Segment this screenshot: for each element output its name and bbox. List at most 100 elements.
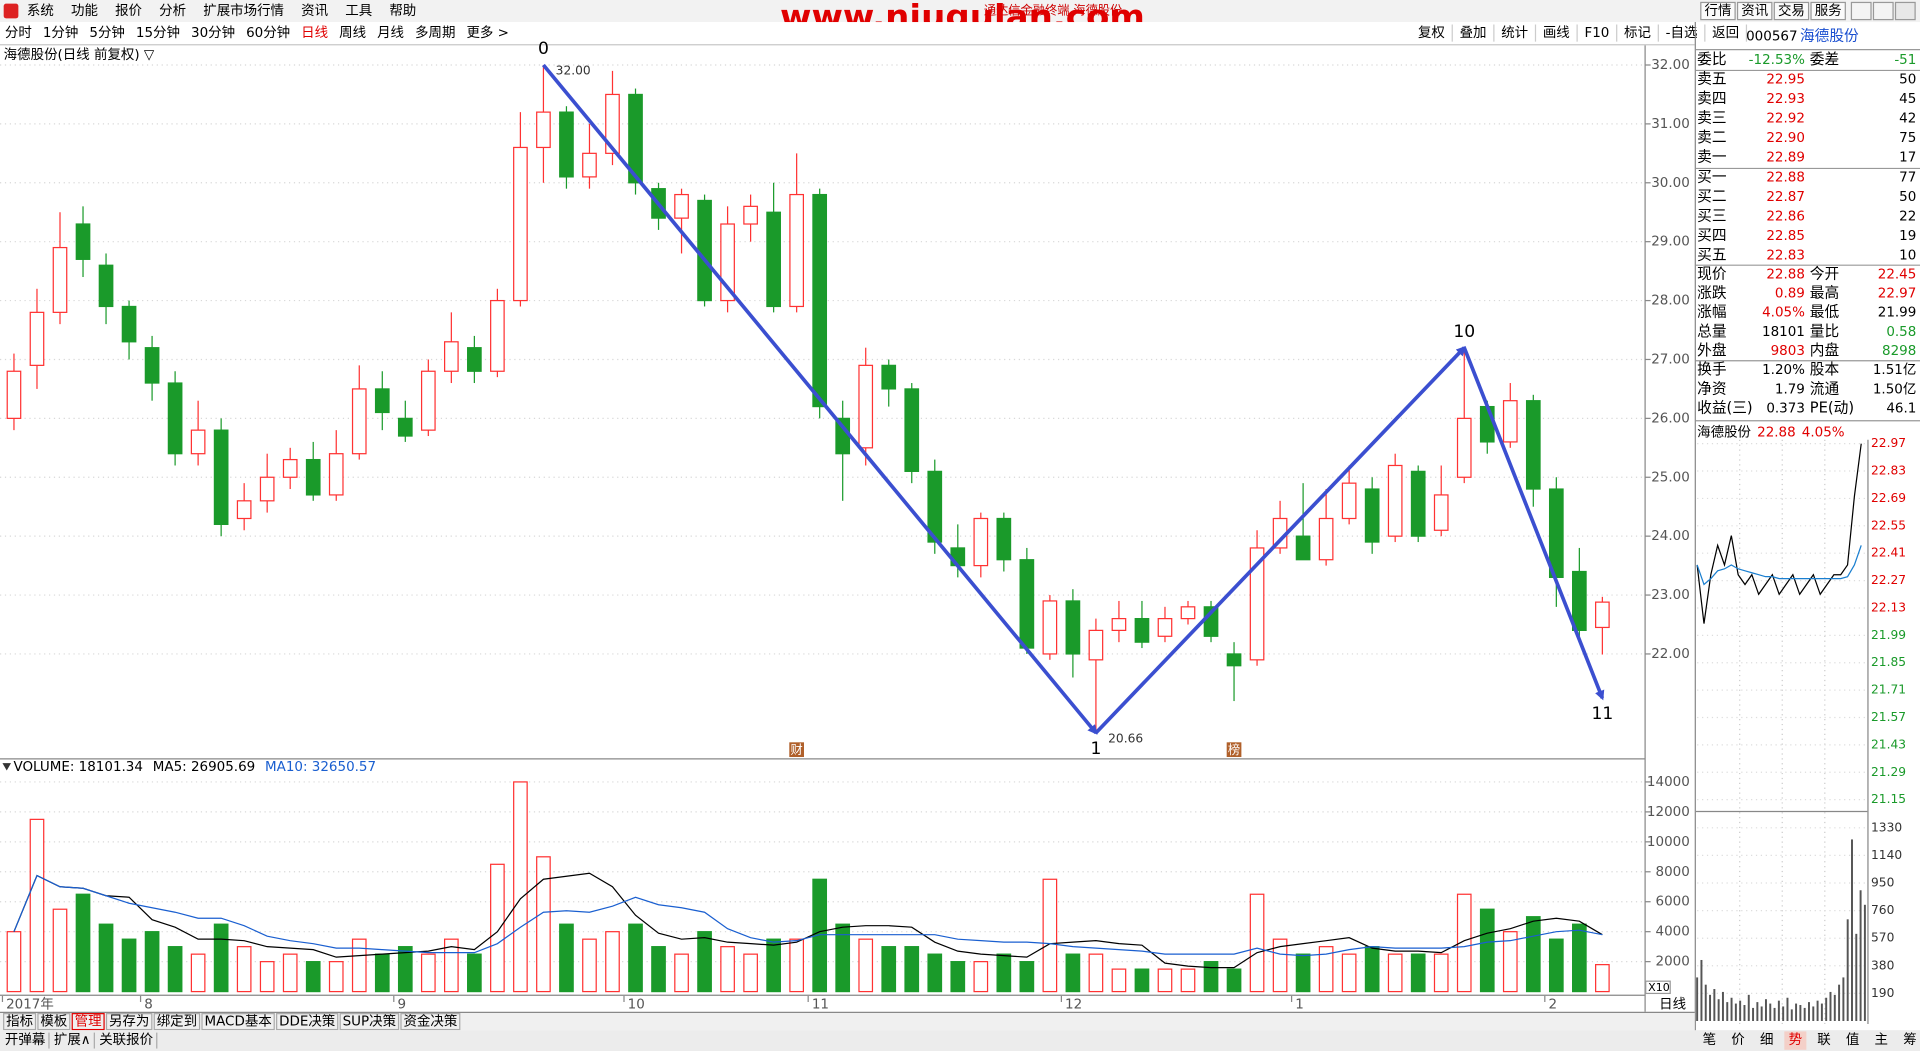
window-button[interactable]: 交易 [1778,2,1805,19]
side-tab[interactable]: 值 [1846,1032,1859,1048]
volume-bar [605,931,620,993]
side-tab[interactable]: 联 [1817,1032,1830,1048]
order-volume: 22 [1899,209,1916,225]
toolbar-button[interactable]: 复权 [1418,24,1445,41]
period-tab[interactable]: 分时 [5,25,32,41]
indicator-tab-box[interactable] [400,1013,461,1031]
indicator-tab[interactable]: 管理 [75,1014,102,1030]
toolbar-button[interactable]: 标记 [1624,25,1651,41]
indicator-tab-box[interactable] [153,1013,201,1031]
indicator-tab[interactable]: MACD基本 [204,1013,271,1030]
indicator-tab[interactable]: 指标 [6,1014,33,1030]
quote-value: 8298 [1882,343,1916,359]
period-tab[interactable]: 15分钟 [136,24,180,41]
volume-bar [1318,946,1334,993]
window-button-box[interactable] [1736,1,1773,21]
quote-label: 内盘 [1810,341,1840,359]
window-control[interactable] [1850,1,1872,21]
menu-item[interactable]: 工具 [345,3,372,19]
indicator-tab-box[interactable] [3,1013,37,1031]
window-button[interactable]: 行情 [1704,3,1731,19]
status-tab[interactable]: 关联报价 [99,1032,153,1048]
volume-bar [467,953,482,993]
window-button-box[interactable] [1810,1,1846,21]
indicator-tab[interactable]: 资金决策 [403,1013,457,1030]
volume-bar [490,863,505,993]
candle-body [513,146,528,302]
menu-item[interactable]: 系统 [27,3,54,19]
indicator-tab-box[interactable] [71,1013,105,1031]
tab-bar [0,1013,1695,1031]
toolbar-button[interactable]: -自选 [1666,25,1698,41]
legend-toggle[interactable] [2,763,12,771]
moving-average-line [13,874,1603,957]
quote-label: 总量 [1697,323,1727,340]
side-tab-active[interactable] [1784,1031,1807,1050]
indicator-tab[interactable]: DDE决策 [279,1013,336,1030]
menu-item[interactable]: 资讯 [301,3,328,19]
indicator-tab-box[interactable] [37,1013,71,1031]
toolbar-button[interactable]: F10 [1584,25,1609,41]
y-tick-label: 570 [1871,931,1894,945]
candle-body [1456,417,1472,478]
candle-body [1364,488,1380,543]
candle-body [743,205,758,225]
menu-item[interactable]: 扩展市场行情 [203,2,284,19]
y-tick-label: 21.15 [1871,792,1906,806]
menu-item[interactable]: 帮助 [389,3,416,19]
side-tab[interactable]: 笔 [1703,1032,1716,1048]
menu-item[interactable]: 功能 [71,3,98,19]
intraday-volume-bar [1734,1003,1737,1021]
side-tab[interactable]: 细 [1760,1032,1773,1048]
side-tab[interactable]: 主 [1875,1032,1888,1048]
toolbar-button[interactable]: 返回 [1712,25,1739,41]
window-button-box[interactable] [1773,1,1810,21]
side-tab[interactable]: 势 [1789,1032,1802,1048]
side-tab[interactable]: 筹 [1903,1031,1916,1048]
event-marker-label: 榜 [1228,742,1240,757]
candle-body [1157,617,1173,637]
period-tab[interactable]: 5分钟 [89,24,125,41]
candle-body [1387,464,1403,537]
indicator-tab-box[interactable] [339,1013,400,1031]
period-tab[interactable]: 月线 [377,25,404,41]
status-tab[interactable]: 开弹幕 [5,1032,46,1048]
window-button[interactable]: 资讯 [1741,3,1768,19]
intraday-volume-bar [1838,984,1841,1021]
period-tab[interactable]: 更多 > [466,24,509,41]
period-tab[interactable]: 1分钟 [43,24,79,41]
menu-item[interactable]: 报价 [115,3,142,19]
y-tick-label: 25.00 [1651,469,1690,485]
event-marker[interactable] [789,742,804,758]
intraday-line [1696,545,1862,586]
indicator-tab-box[interactable] [105,1013,153,1031]
window-button[interactable]: 服务 [1815,3,1842,19]
volume-bar [144,931,160,993]
toolbar-button[interactable]: 叠加 [1460,25,1487,41]
side-tab[interactable]: 价 [1731,1032,1745,1048]
period-tab[interactable]: 30分钟 [191,24,235,41]
status-tab[interactable]: 扩展∧ [54,1032,91,1048]
window-control[interactable] [1872,1,1894,21]
intraday-volume-bar [1833,994,1836,1021]
indicator-tab[interactable]: 另存为 [109,1014,149,1030]
window-control[interactable] [1894,1,1916,21]
intraday-volume-bar [1721,991,1724,1021]
indicator-tab[interactable]: 绑定到 [157,1014,197,1030]
period-tab[interactable]: 多周期 [415,24,455,41]
menu-item[interactable]: 分析 [159,3,186,19]
intraday-volume-bar [1855,933,1858,1021]
indicator-tab[interactable]: SUP决策 [343,1013,397,1030]
indicator-tab[interactable]: 模板 [40,1014,67,1030]
indicator-tab-box[interactable] [201,1013,275,1031]
toolbar-button[interactable]: 画线 [1543,25,1570,41]
period-tab[interactable]: 周线 [339,25,366,41]
event-marker[interactable] [1226,742,1242,758]
intraday-volume-bar [1752,1007,1755,1021]
toolbar-button[interactable]: 统计 [1501,25,1528,41]
period-tab[interactable]: 日线 [301,25,328,41]
volume-bar [927,953,943,993]
window-button-box[interactable] [1700,1,1736,21]
period-tab[interactable]: 60分钟 [246,24,290,41]
indicator-tab-box[interactable] [276,1013,339,1031]
